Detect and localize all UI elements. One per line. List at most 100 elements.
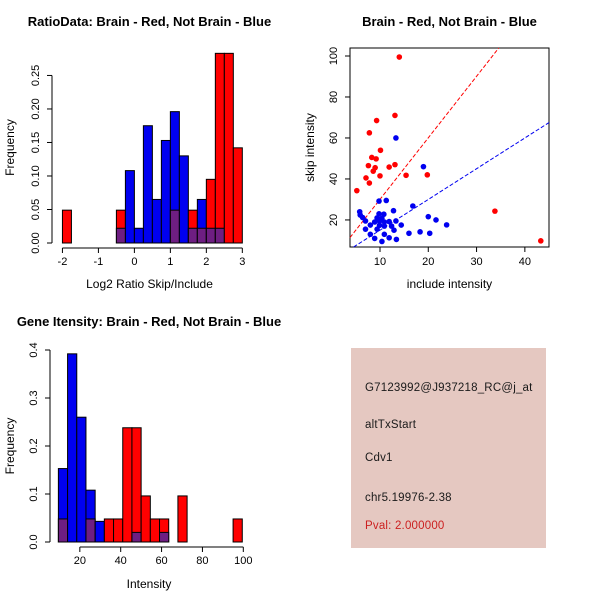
x-axis-label: Log2 Ratio Skip/Include: [86, 277, 213, 291]
data-point-red: [365, 162, 372, 169]
data-point-blue: [362, 218, 369, 224]
y-tick-label: 40: [328, 173, 340, 185]
pval-text: Pval: 2.000000: [365, 520, 445, 532]
y-tick-label: 0.1: [28, 486, 40, 501]
data-point-red: [370, 168, 377, 174]
x-tick-label: 40: [519, 256, 531, 268]
data-point-red: [386, 164, 392, 170]
brain-fit-line: [349, 47, 500, 238]
histogram-bar-blue: [133, 227, 144, 244]
data-point-blue: [371, 235, 378, 242]
data-point-blue: [393, 135, 399, 141]
x-tick-label: 10: [374, 256, 386, 268]
data-point-blue: [425, 213, 432, 220]
x-tick-label: 1: [167, 256, 173, 268]
histogram-bar-blue: [142, 125, 153, 244]
histogram-bar-red: [131, 427, 142, 543]
data-point-red: [363, 175, 369, 181]
data-point-blue: [390, 207, 397, 214]
x-tick-label: 100: [234, 555, 252, 567]
x-tick-label: 40: [115, 555, 127, 567]
axes: 0.0 0.1 0.2 0.3 0.4 20 40 60 80 100: [28, 342, 252, 567]
y-tick-label: 0.10: [30, 165, 42, 186]
histogram-bars: [57, 353, 243, 543]
histogram-bar-red: [232, 518, 243, 543]
y-tick-label: 0.05: [30, 199, 42, 220]
gene-name-text: Cdv1: [365, 452, 393, 464]
y-tick-label: 0.20: [30, 98, 42, 119]
histogram-overlap-segment: [214, 227, 225, 244]
data-point-red: [424, 172, 431, 178]
gene-intensity-histogram-svg: 0.0 0.1 0.2 0.3 0.4 20 40 60 80 100 Gene Itensity:…: [3, 314, 281, 591]
y-tick-label: 0.3: [28, 390, 40, 405]
data-point-red: [354, 187, 360, 194]
x-axis-label: Intensity: [127, 577, 172, 591]
histogram-overlap-segment: [131, 531, 142, 543]
data-point-blue: [443, 222, 450, 228]
y-axis-label: Frequency: [3, 119, 17, 176]
y-tick-label: 80: [328, 91, 340, 103]
data-point-red: [373, 156, 379, 162]
data-point-blue: [388, 223, 395, 229]
data-point-blue: [381, 223, 388, 229]
chart-title: Gene Itensity: Brain - Red, Not Brain - …: [17, 314, 281, 329]
data-point-red: [537, 238, 544, 244]
x-tick-label: 30: [470, 256, 482, 268]
histogram-bar-red: [232, 147, 243, 244]
histogram-bar-blue: [178, 155, 189, 244]
histogram-overlap-segment: [159, 531, 170, 543]
x-tick-label: 20: [422, 256, 434, 268]
data-point-red: [377, 147, 384, 154]
data-point-blue: [379, 238, 385, 245]
x-tick-label: 80: [196, 555, 208, 567]
data-point-red: [368, 154, 375, 161]
y-axis-label: Frequency: [3, 418, 17, 475]
chart-title: Brain - Red, Not Brain - Blue: [362, 14, 537, 29]
data-point-blue: [426, 230, 433, 237]
data-point-blue: [393, 218, 399, 224]
data-point-blue: [367, 222, 374, 228]
x-axis-label: include intensity: [407, 277, 492, 291]
probe-id-text: G7123992@J937218_RC@j_at: [365, 382, 533, 394]
points-brain: [354, 54, 544, 244]
x-tick-label: 0: [131, 256, 137, 268]
histogram-bar-blue: [76, 416, 87, 543]
data-point-blue: [362, 226, 369, 232]
data-point-blue: [410, 203, 416, 209]
histogram-overlap-segment: [205, 227, 216, 244]
info-box: G7123992@J937218_RC@j_at altTxStart Cdv1…: [351, 348, 546, 548]
histogram-overlap-segment: [169, 209, 180, 244]
histogram-bar-blue: [94, 520, 105, 543]
histogram-overlap-segment: [196, 227, 207, 244]
data-point-red: [366, 130, 373, 136]
data-point-blue: [433, 217, 439, 223]
data-point-red: [366, 180, 373, 186]
x-tick-label: 60: [155, 555, 167, 567]
data-point-blue: [374, 226, 380, 232]
histogram-bar-red: [113, 518, 124, 543]
y-tick-label: 0.25: [30, 65, 42, 86]
genomic-location-text: chr5.19976-2.38: [365, 492, 452, 504]
points-not_brain: [356, 135, 450, 245]
axes: 0.00 0.05 0.10 0.15 0.20 0.25 -2 -1 0 1 2 3: [30, 65, 245, 268]
y-tick-label: 0.0: [28, 534, 40, 549]
y-tick-label: 20: [328, 214, 340, 226]
data-point-blue: [398, 222, 405, 228]
x-tick-label: -1: [94, 256, 104, 268]
data-point-blue: [371, 219, 378, 225]
ratio-histogram-svg: 0.00 0.05 0.10 0.15 0.20 0.25 -2 -1 0 1 2 3 RatioDat…: [3, 14, 271, 291]
data-point-red: [377, 173, 383, 179]
y-tick-label: 0.4: [28, 342, 40, 357]
data-point-blue: [386, 218, 392, 225]
plot-box: [349, 47, 550, 248]
intensity-scatter-svg: 10 20 30 40 20 40 60 80 100 Brain - Red, Not Brai…: [303, 14, 550, 291]
data-point-red: [373, 117, 380, 124]
data-point-blue: [367, 231, 374, 238]
histogram-bar-red: [214, 52, 225, 244]
histogram-overlap-segment: [115, 227, 126, 244]
y-tick-label: 100: [328, 47, 340, 65]
data-point-blue: [376, 218, 383, 224]
panel-gene-intensity-histogram: 0.0 0.1 0.2 0.3 0.4 20 40 60 80 100 Gene Itensity:…: [0, 300, 300, 600]
x-tick-label: 2: [203, 256, 209, 268]
